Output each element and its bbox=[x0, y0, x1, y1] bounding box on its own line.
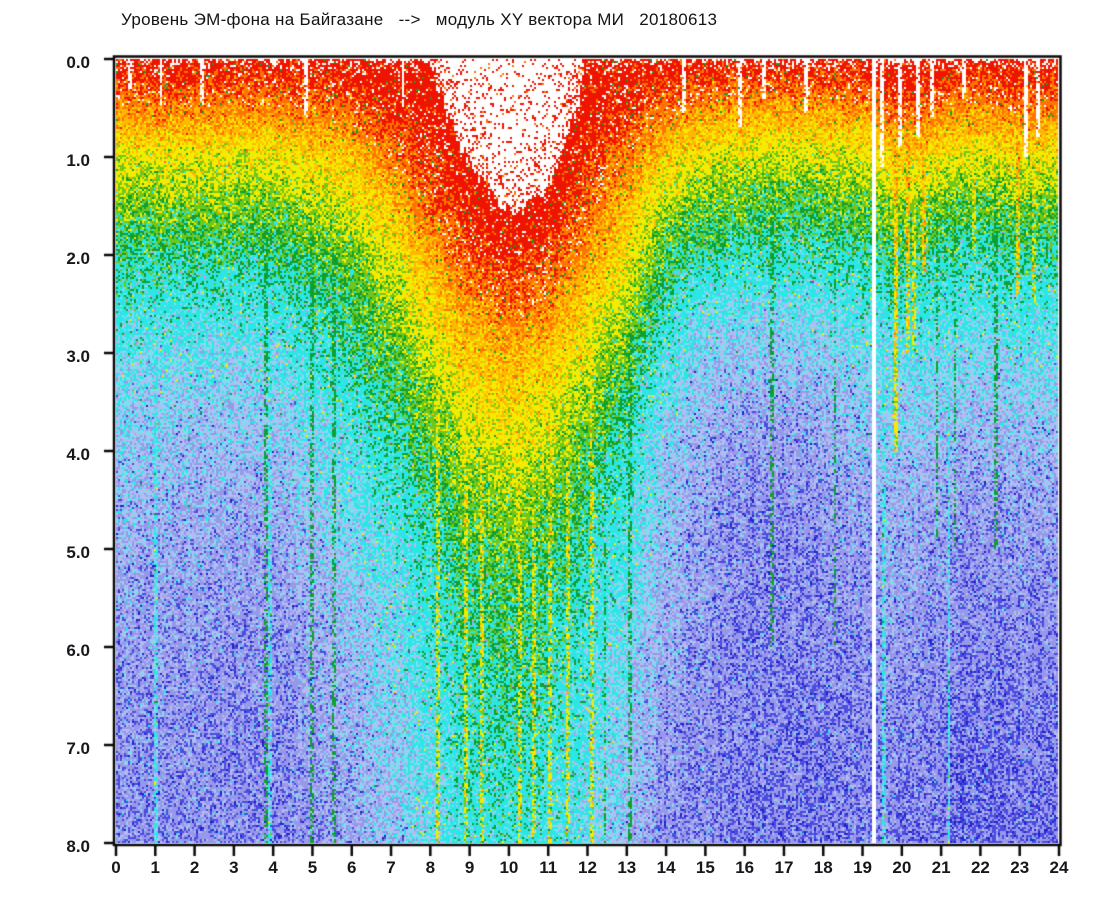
y-tick-label: 6.0 bbox=[66, 641, 90, 660]
x-tick-label: 2 bbox=[189, 858, 200, 877]
x-tick-label: 20 bbox=[892, 858, 912, 877]
x-tick-label: 18 bbox=[813, 858, 833, 877]
x-tick-label: 11 bbox=[539, 858, 558, 877]
chart-title: Уровень ЭМ-фона на Байгазане --> модуль … bbox=[121, 10, 718, 29]
x-tick-label: 10 bbox=[499, 858, 519, 877]
x-tick-label: 7 bbox=[386, 858, 396, 877]
x-tick-label: 24 bbox=[1049, 858, 1069, 877]
x-tick-label: 19 bbox=[853, 858, 872, 877]
x-tick-label: 3 bbox=[229, 858, 239, 877]
x-tick-label: 17 bbox=[774, 858, 794, 877]
x-tick-label: 15 bbox=[695, 858, 715, 877]
x-tick-label: 6 bbox=[347, 858, 357, 877]
x-tick-label: 23 bbox=[1010, 858, 1030, 877]
x-tick-label: 12 bbox=[578, 858, 597, 877]
x-tick-label: 0 bbox=[111, 858, 121, 877]
x-tick-label: 9 bbox=[464, 858, 475, 877]
y-tick-label: 5.0 bbox=[66, 543, 90, 562]
y-tick-label: 3.0 bbox=[66, 347, 90, 366]
x-tick-label: 5 bbox=[307, 858, 318, 877]
y-tick-label: 4.0 bbox=[66, 445, 90, 464]
y-tick-label: 7.0 bbox=[66, 739, 90, 758]
y-tick-label: 8.0 bbox=[66, 837, 90, 856]
x-tick-label: 4 bbox=[268, 858, 278, 877]
x-tick-label: 14 bbox=[656, 858, 676, 877]
y-tick-label: 0.0 bbox=[66, 53, 90, 72]
x-tick-label: 8 bbox=[425, 858, 436, 877]
x-tick-label: 21 bbox=[931, 858, 951, 877]
x-tick-label: 22 bbox=[970, 858, 990, 877]
x-tick-label: 16 bbox=[735, 858, 755, 877]
y-tick-label: 1.0 bbox=[66, 151, 90, 170]
x-tick-label: 13 bbox=[617, 858, 637, 877]
x-tick-label: 1 bbox=[150, 858, 161, 877]
y-tick-label: 2.0 bbox=[66, 249, 90, 268]
